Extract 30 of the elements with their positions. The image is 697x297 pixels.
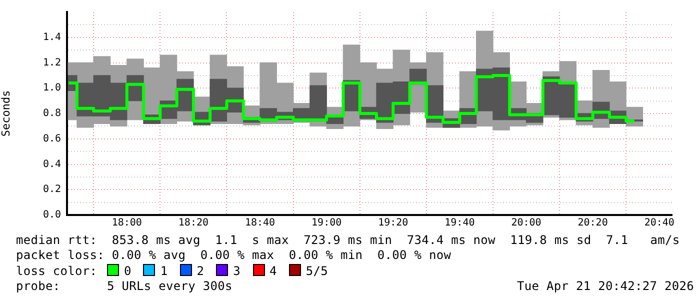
y-tick-label: 1.4: [42, 32, 61, 43]
x-tick-label: 18:40: [244, 218, 276, 229]
text: Tue Apr 21 20:42:27 2026: [517, 278, 694, 294]
y-tick-label: 0.0: [42, 210, 61, 221]
y-tick-label: 0.8: [42, 108, 61, 120]
text: 5 URLs every 300s: [107, 278, 232, 293]
x-tick-label: 19:40: [444, 218, 475, 229]
text: loss color:: [16, 264, 98, 279]
text: 3: [233, 264, 240, 278]
text: packet loss: 0.00 % avg 0.00 % max 0.00 % min 0.00 % now: [16, 248, 452, 262]
text: 2: [196, 264, 204, 278]
x-tick-label: 18:20: [178, 218, 209, 229]
x-tick-label: 20:00: [511, 218, 542, 229]
y-axis-title: Seconds: [0, 90, 12, 137]
text: 5/5: [306, 264, 328, 278]
text: 4: [270, 264, 277, 278]
y-tick-label: 1.2: [42, 57, 61, 68]
text: 1: [160, 264, 168, 278]
text: probe:: [16, 278, 62, 294]
y-tick-label: 0.4: [42, 158, 61, 170]
y-tick-label: 0.6: [42, 133, 61, 144]
text: median rtt: 853.8 ms avg 1.1 s max 723.9 ms min 734.4 ms now 119.8 ms sd 7.1 am/s: [16, 233, 680, 247]
y-tick-label: 1.0: [42, 82, 61, 94]
x-tick-label: 20:20: [578, 218, 608, 229]
text: 0: [124, 264, 132, 278]
x-tick-label: 20:40: [644, 218, 674, 229]
y-tick-label: 0.2: [42, 184, 61, 196]
x-tick-label: 19:00: [312, 218, 342, 229]
x-tick-label: 19:20: [378, 218, 408, 229]
x-tick-label: 18:00: [112, 218, 142, 229]
